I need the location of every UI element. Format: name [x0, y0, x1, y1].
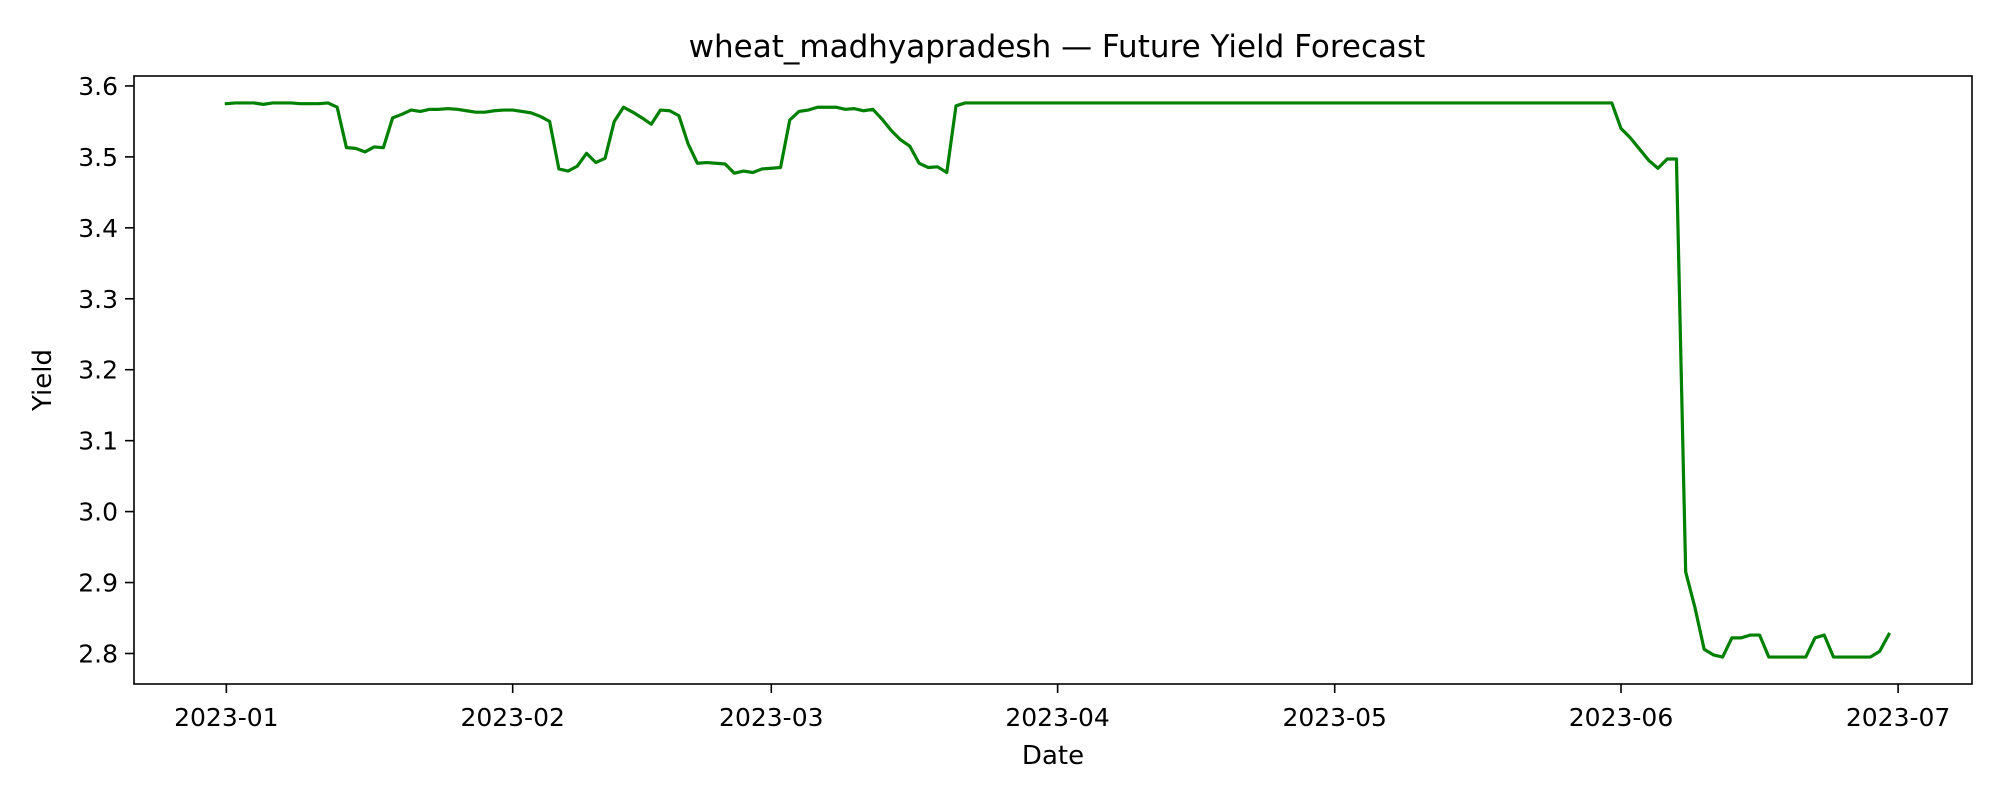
x-tick-label: 2023-06 [1569, 703, 1673, 732]
x-axis: 2023-01 2023-02 2023-03 2023-04 2023-05 2023-… [174, 684, 1950, 732]
y-tick-label: 3.0 [78, 498, 118, 527]
plot-frame [133, 75, 1973, 685]
plot-area [133, 75, 1973, 685]
x-axis-label: Date [1022, 741, 1084, 771]
chart-title: wheat_madhyapradesh — Future Yield Forec… [689, 29, 1426, 65]
y-tick-label: 3.1 [78, 427, 118, 456]
y-axis-label: Yield [28, 349, 58, 412]
x-tick-label: 2023-03 [719, 703, 823, 732]
y-axis: 2.8 2.9 3.0 3.1 3.2 3.3 3.4 3.5 3.6 [78, 72, 134, 668]
data-layer [224, 101, 1892, 659]
x-tick-label: 2023-02 [460, 703, 564, 732]
x-tick-label: 2023-04 [1005, 703, 1109, 732]
y-tick-label: 2.8 [78, 639, 118, 668]
y-tick-label: 3.3 [78, 285, 118, 314]
series-line-yield [224, 101, 1892, 659]
x-tick-label: 2023-05 [1282, 703, 1386, 732]
y-tick-label: 2.9 [78, 569, 118, 598]
y-tick-label: 3.5 [78, 143, 118, 172]
y-tick-label: 3.2 [78, 356, 118, 385]
y-tick-label: 3.6 [78, 72, 118, 101]
y-tick-label: 3.4 [78, 214, 118, 243]
x-tick-label: 2023-01 [174, 703, 278, 732]
x-tick-label: 2023-07 [1846, 703, 1950, 732]
